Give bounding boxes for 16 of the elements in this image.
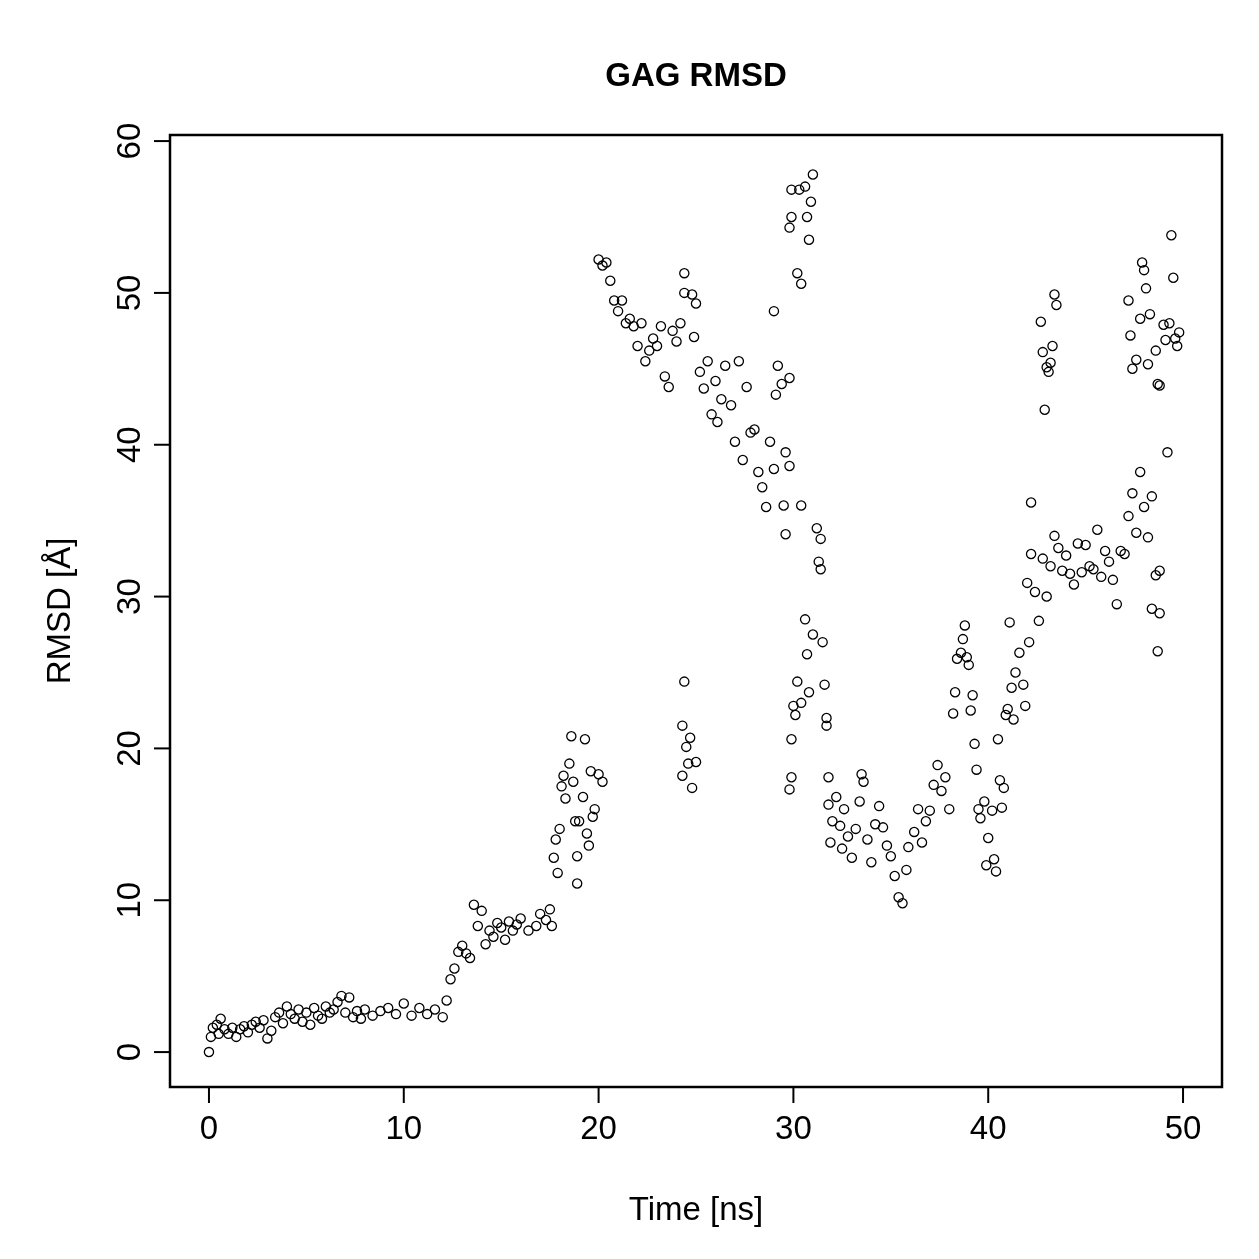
y-tick-label: 20	[110, 730, 147, 767]
chart-title: GAG RMSD	[605, 56, 787, 93]
y-tick-label: 60	[110, 122, 147, 160]
x-tick-label: 30	[775, 1109, 812, 1146]
x-tick-label: 10	[385, 1109, 423, 1146]
x-tick-label: 20	[580, 1109, 617, 1146]
y-tick-label: 40	[110, 426, 147, 464]
y-tick-label: 10	[110, 881, 147, 919]
y-tick-label: 0	[110, 1042, 147, 1062]
x-axis-title: Time [ns]	[628, 1190, 764, 1227]
y-axis-title: RMSD [Å]	[40, 537, 77, 685]
y-tick-label: 30	[110, 578, 147, 615]
x-tick-label: 50	[1164, 1109, 1202, 1146]
x-tick-label: 0	[199, 1109, 219, 1146]
y-tick-label: 50	[110, 274, 147, 312]
x-tick-label: 40	[969, 1109, 1007, 1146]
